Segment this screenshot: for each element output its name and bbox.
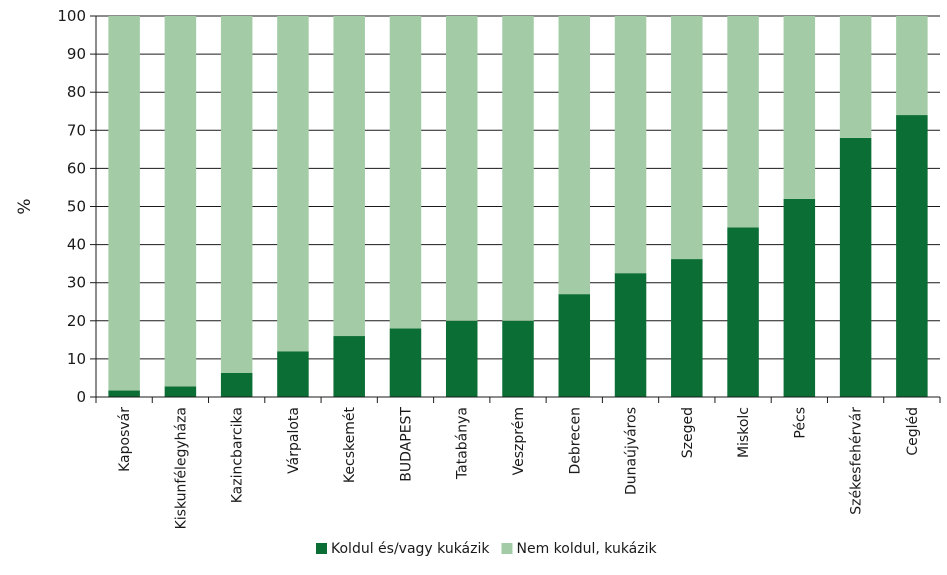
bar-nem-koldul: [614, 16, 647, 274]
y-tick-label: 70: [67, 121, 86, 139]
x-category-label: Dunaújváros: [624, 407, 640, 495]
bar-koldul: [614, 273, 647, 397]
x-category-label: Veszprém: [511, 407, 527, 475]
x-category-label: Várpalota: [286, 407, 302, 474]
x-category-label: Kazincbarcika: [230, 407, 246, 503]
x-category-label: Kaposvár: [117, 407, 133, 472]
bar-koldul: [558, 294, 591, 397]
bar-nem-koldul: [277, 16, 309, 352]
bar-nem-koldul: [558, 16, 591, 295]
bar-koldul: [839, 137, 872, 398]
bar-nem-koldul: [164, 16, 197, 387]
bar-koldul: [502, 320, 534, 397]
legend-swatch-koldul: [316, 543, 327, 554]
bar-nem-koldul: [502, 16, 534, 321]
y-axis-title: %: [15, 198, 35, 214]
bar-nem-koldul: [839, 16, 872, 138]
x-category-label: Tatabánya: [455, 407, 471, 480]
bar-nem-koldul: [108, 16, 140, 391]
y-tick-label: 10: [67, 350, 86, 368]
bar-nem-koldul: [671, 16, 703, 260]
y-tick-label: 0: [76, 388, 86, 406]
y-tick-label: 50: [67, 198, 86, 216]
legend-swatch-nem-koldul: [501, 543, 513, 554]
y-tick-label: 20: [67, 312, 86, 330]
bar-koldul: [108, 390, 140, 397]
x-category-label: Cegléd: [905, 407, 921, 456]
bar-koldul: [389, 328, 422, 397]
x-category-label: Debrecen: [567, 407, 583, 475]
x-category-label: Kecskemét: [342, 407, 358, 484]
y-tick-label: 60: [67, 159, 86, 177]
bar-koldul: [783, 198, 816, 397]
x-category-label: Székesfehérvár: [849, 407, 865, 515]
bar-koldul: [164, 386, 197, 397]
x-category-label: Pécs: [792, 407, 808, 439]
bar-koldul: [445, 320, 478, 397]
bar-nem-koldul: [445, 16, 478, 321]
legend-label: Nem koldul, kukázik: [516, 541, 657, 557]
bar-nem-koldul: [220, 16, 253, 373]
bar-nem-koldul: [333, 16, 365, 337]
x-category-label: Kiskunfélegyháza: [173, 407, 189, 529]
y-tick-label: 90: [67, 45, 86, 63]
bar-nem-koldul: [783, 16, 816, 199]
bar-nem-koldul: [727, 16, 759, 228]
bar-koldul: [277, 351, 309, 397]
y-tick-label: 40: [67, 236, 86, 254]
bar-koldul: [220, 372, 253, 397]
y-tick-label: 30: [67, 274, 86, 292]
legend-label: Koldul és/vagy kukázik: [331, 541, 490, 557]
legend: Koldul és/vagy kukázik Nem koldul, kukázi…: [316, 541, 658, 557]
x-category-label: BUDAPEST: [398, 407, 414, 482]
bar-nem-koldul: [896, 16, 928, 116]
bar-koldul: [727, 227, 759, 397]
bars: [108, 16, 928, 398]
bar-koldul: [671, 259, 703, 397]
x-category-label: Szeged: [680, 407, 696, 458]
y-tick-label: 80: [67, 83, 86, 101]
bar-koldul: [333, 336, 365, 397]
x-category-label: Miskolc: [736, 407, 752, 458]
bar-nem-koldul: [389, 16, 422, 329]
axes: 0 10 20 30 40 50 60 70 80 90 100 Kaposvár Kiskunféle…: [57, 7, 941, 529]
bar-koldul: [896, 115, 928, 397]
y-tick-label: 100: [57, 7, 86, 25]
